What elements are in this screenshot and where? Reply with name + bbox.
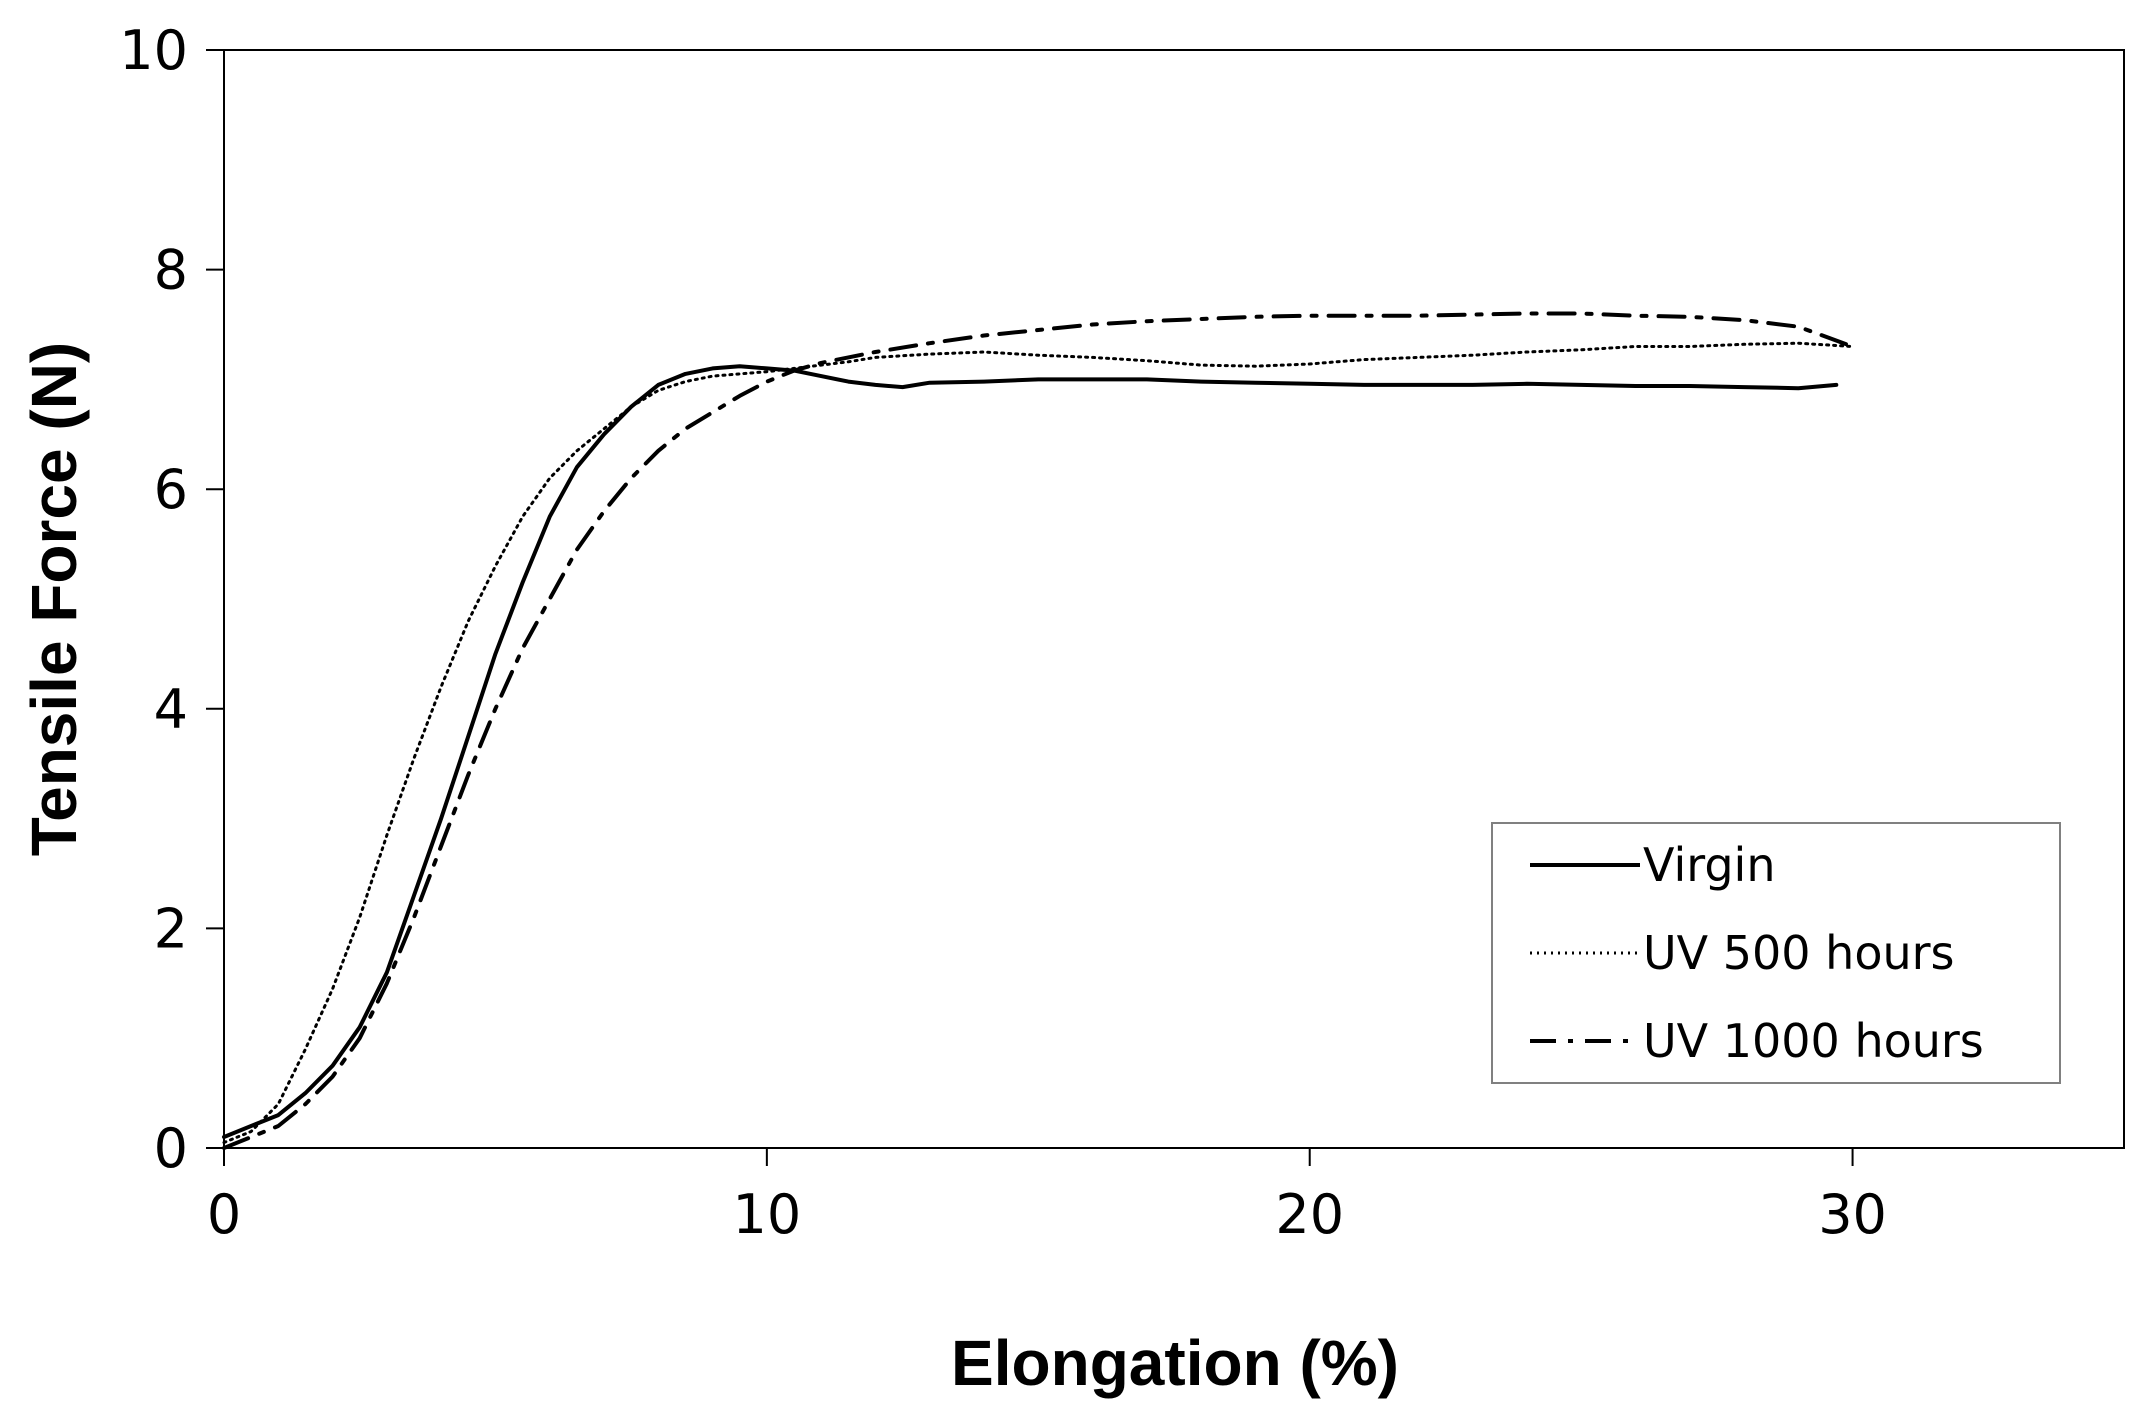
- x-tick-label: 30: [1818, 1183, 1887, 1246]
- y-axis-title: Tensile Force (N): [18, 342, 90, 856]
- x-axis: 0 10 20 30: [207, 1148, 1887, 1246]
- y-axis: 0 2 4 6 8 10: [119, 19, 224, 1180]
- series-layer: [222, 311, 1855, 1150]
- series-line-uv-500-hours: [222, 341, 1855, 1144]
- y-tick-label: 2: [154, 897, 188, 960]
- legend-label-uv-500-hours: UV 500 hours: [1643, 926, 1955, 980]
- x-tick-label: 20: [1275, 1183, 1344, 1246]
- y-tick-label: 8: [154, 239, 188, 302]
- y-tick-label: 0: [154, 1117, 188, 1180]
- series-line-virgin: [222, 364, 1839, 1139]
- x-tick-label: 10: [732, 1183, 801, 1246]
- legend-label-uv-1000-hours: UV 1000 hours: [1643, 1014, 1984, 1068]
- y-tick-label: 10: [119, 19, 188, 82]
- y-tick-label: 6: [154, 458, 188, 521]
- x-axis-title: Elongation (%): [951, 1327, 1399, 1399]
- y-tick-label: 4: [154, 678, 188, 741]
- x-tick-label: 0: [207, 1183, 241, 1246]
- legend: Virgin UV 500 hours UV 1000 hours: [1491, 822, 2061, 1084]
- legend-label-virgin: Virgin: [1643, 838, 1775, 892]
- series-line-uv-1000-hours: [222, 311, 1855, 1150]
